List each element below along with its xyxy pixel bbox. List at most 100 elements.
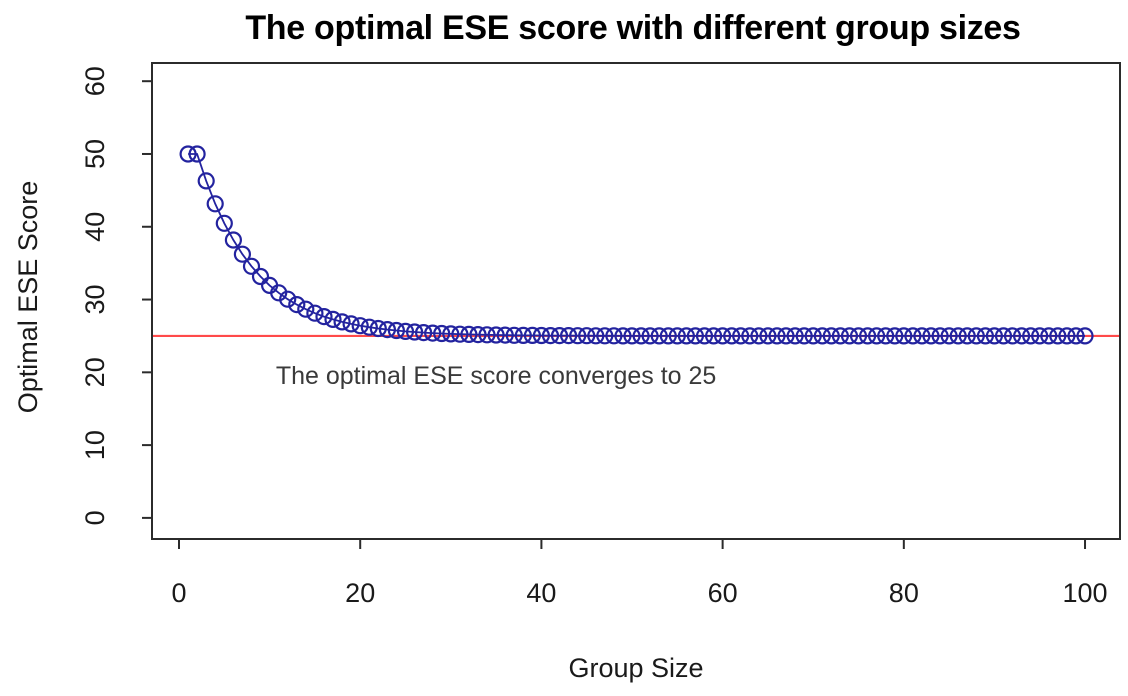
x-tick-label: 40 <box>526 578 556 608</box>
data-point-marker <box>886 327 904 345</box>
x-tick-label: 0 <box>171 578 186 608</box>
data-point-marker <box>840 327 859 345</box>
annotation-convergence: The optimal ESE score converges to 25 <box>276 362 717 390</box>
data-point-marker <box>387 321 405 340</box>
data-point-marker <box>831 327 850 345</box>
data-point-marker <box>541 327 560 345</box>
data-point-marker <box>197 172 215 190</box>
data-point-marker <box>523 326 542 344</box>
data-point-marker <box>976 327 995 345</box>
data-point-marker <box>994 327 1013 345</box>
data-point-marker <box>206 195 224 213</box>
data-point-marker <box>279 290 297 308</box>
data-point-marker <box>605 327 623 345</box>
data-point-marker <box>686 327 705 345</box>
data-point-marker <box>632 327 650 345</box>
data-point-marker <box>777 327 795 345</box>
data-point-marker <box>179 145 197 163</box>
data-point-marker <box>931 327 949 345</box>
data-point-marker <box>804 327 822 345</box>
y-axis-ticks: 0 10 20 30 40 50 60 <box>80 66 152 525</box>
data-point-marker <box>460 325 478 343</box>
data-point-marker <box>532 326 551 345</box>
data-point-marker <box>759 327 777 345</box>
data-point-marker <box>985 327 1004 345</box>
data-point-marker <box>433 324 451 343</box>
chart-title: The optimal ESE score with different gro… <box>245 9 1020 47</box>
data-point-marker <box>704 327 723 345</box>
data-point-marker <box>424 324 442 342</box>
x-tick-label: 20 <box>345 578 375 608</box>
data-point-marker <box>251 267 270 286</box>
data-point-marker <box>895 327 913 345</box>
data-point-marker <box>306 304 324 322</box>
data-point-marker <box>587 327 605 345</box>
data-point-marker <box>378 321 396 339</box>
data-point-marker <box>297 300 315 318</box>
data-point-marker <box>324 310 342 328</box>
data-point-marker <box>224 231 242 249</box>
x-tick-label: 60 <box>708 578 738 608</box>
y-tick-label: 60 <box>80 66 110 96</box>
data-point-marker <box>496 326 514 344</box>
data-point-marker <box>1040 327 1058 345</box>
data-point-marker <box>958 327 976 345</box>
data-point-marker <box>351 317 369 335</box>
data-point-marker <box>233 245 251 263</box>
data-point-marker <box>1049 327 1067 345</box>
data-point-marker <box>442 325 460 343</box>
series-line <box>188 153 1085 337</box>
data-point-marker <box>288 296 306 314</box>
data-point-marker <box>786 327 804 345</box>
data-point-marker <box>342 315 360 333</box>
data-point-marker <box>1067 327 1085 345</box>
data-point-marker <box>967 327 985 345</box>
data-point-marker <box>369 319 387 338</box>
y-tick-label: 40 <box>80 212 110 242</box>
data-point-marker <box>732 327 750 345</box>
data-point-marker <box>315 308 333 326</box>
y-axis-label: Optimal ESE Score <box>13 181 43 414</box>
data-point-marker <box>514 326 532 344</box>
x-tick-label: 100 <box>1062 578 1107 608</box>
y-tick-label: 0 <box>80 510 110 525</box>
data-point-marker <box>188 145 206 163</box>
data-point-marker <box>469 326 487 344</box>
data-point-marker <box>858 327 877 345</box>
data-point-marker <box>505 326 523 344</box>
data-point-marker <box>750 327 768 345</box>
data-point-marker <box>360 318 378 336</box>
data-point-marker <box>949 327 967 345</box>
data-point-marker <box>641 327 659 345</box>
y-tick-label: 10 <box>80 430 110 460</box>
data-point-marker <box>741 327 759 345</box>
data-point-marker <box>795 327 813 345</box>
data-point-marker <box>1076 327 1094 345</box>
data-point-marker <box>614 327 632 345</box>
data-point-marker <box>677 327 696 345</box>
data-point-marker <box>940 327 958 345</box>
data-point-marker <box>578 327 596 345</box>
data-point-marker <box>695 327 714 345</box>
data-point-marker <box>822 327 840 345</box>
data-point-marker <box>723 327 741 345</box>
data-point-marker <box>623 327 641 345</box>
data-point-marker <box>1012 327 1031 345</box>
data-point-marker <box>333 313 351 331</box>
data-point-marker <box>877 327 895 345</box>
data-point-marker <box>487 326 505 344</box>
data-point-marker <box>451 325 469 343</box>
plot-border-box <box>151 62 1121 540</box>
data-point-marker <box>768 327 786 345</box>
y-tick-label: 50 <box>80 139 110 169</box>
y-tick-label: 30 <box>80 284 110 314</box>
data-point-marker <box>1031 327 1049 345</box>
data-point-marker <box>1058 327 1076 345</box>
data-point-marker <box>242 257 261 275</box>
data-point-marker <box>415 324 433 342</box>
x-axis-label: Group Size <box>568 653 703 683</box>
data-point-marker <box>867 327 886 345</box>
data-point-marker <box>550 327 569 345</box>
